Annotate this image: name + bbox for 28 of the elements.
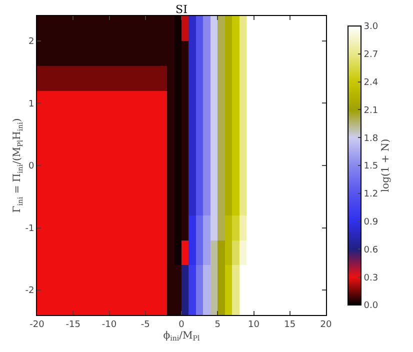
color-bar-label: 0.6 (364, 245, 378, 256)
x-tick-label: -20 (30, 320, 45, 330)
x-tick-label: 5 (214, 320, 220, 330)
x-axis-title: ϕ$_{ini}$/M$_{Pl}$ (163, 330, 200, 342)
color-bar-label: 2.1 (364, 106, 378, 116)
color-bar-label: 1.8 (364, 134, 378, 144)
color-bar-label: 0.0 (364, 301, 378, 312)
x-tick-label: 15 (284, 320, 296, 330)
x-tick-label: -5 (140, 320, 150, 330)
x-tick-label: 20 (320, 320, 332, 330)
x-tick-label: 0 (178, 320, 185, 330)
color-bar-label: 2.4 (364, 78, 378, 88)
color-bar-label: 0.9 (364, 217, 378, 228)
x-tick-label: -10 (102, 320, 117, 330)
color-bar-label: 2.7 (364, 50, 378, 60)
color-bar-label: 1.5 (364, 162, 378, 172)
y-tick-label: 1 (28, 99, 34, 110)
y-tick-label: -2 (25, 286, 34, 296)
color-bar-label: 3.0 (364, 22, 378, 32)
chart-title: SI (176, 2, 188, 16)
color-bar-label: 0.3 (364, 273, 378, 284)
x-tick-label: -15 (66, 320, 80, 330)
color-bar-label: 1.2 (364, 190, 378, 200)
y-tick-label: 0 (28, 162, 34, 172)
y-tick-label: 2 (28, 37, 34, 48)
x-tick-label: 10 (248, 320, 260, 330)
y-tick-label: -1 (25, 224, 34, 234)
color-bar-title: log(1 + N) (380, 138, 392, 192)
